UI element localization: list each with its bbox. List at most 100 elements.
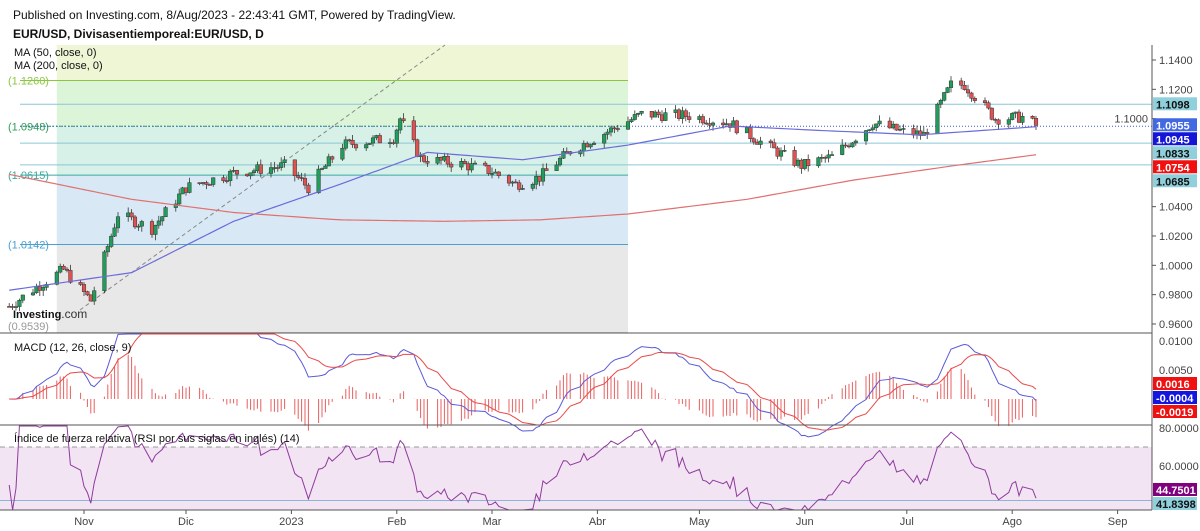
candle (816, 157, 821, 167)
candle (268, 167, 274, 174)
rsi-tick-label: 60.0000 (1159, 461, 1199, 473)
candle (272, 167, 277, 169)
candle (197, 182, 202, 184)
candle (462, 161, 467, 164)
rsi-badge: 44.7501 (1156, 485, 1196, 497)
candle (377, 135, 382, 144)
price-tick-label: 0.9600 (1159, 319, 1193, 331)
candle (935, 103, 940, 134)
candle (792, 150, 797, 166)
level-badge-bg (1153, 174, 1197, 188)
fib-zone-3 (56, 175, 629, 245)
candle (30, 292, 36, 296)
candle (772, 142, 777, 149)
time-tick-label: Abr (589, 516, 606, 528)
level-badge: 1.0833 (1156, 148, 1190, 160)
candle (557, 157, 563, 166)
candle (180, 187, 185, 195)
candle (231, 170, 236, 172)
candle (177, 193, 182, 205)
level-badge-bg (1153, 97, 1197, 111)
candle (806, 159, 811, 167)
candle (496, 171, 501, 176)
candle (279, 162, 284, 168)
candle (207, 184, 212, 186)
candle (58, 265, 63, 273)
macd-tick-label: 0.0050 (1159, 365, 1193, 377)
indicator-legend: MA (50, close, 0) (14, 47, 97, 59)
fib-level-label: (1.0615) (8, 170, 49, 182)
candle (282, 159, 287, 163)
macd-tick-label: 0.0100 (1159, 336, 1193, 348)
candle (544, 168, 549, 171)
candle (245, 173, 250, 177)
candle (398, 118, 403, 131)
candle (863, 130, 869, 142)
candle (653, 111, 658, 118)
ma-line-50 (9, 125, 1037, 291)
candle (561, 151, 566, 159)
candle (156, 220, 161, 226)
fib-level-label: (1.0948) (8, 121, 49, 133)
candle (751, 138, 756, 143)
candle (316, 168, 321, 194)
candle (248, 172, 253, 177)
fib-level-label: (1.0142) (8, 239, 49, 251)
candle (965, 89, 971, 94)
price-tick-label: 1.1400 (1159, 55, 1193, 67)
candle (1006, 119, 1011, 125)
candle (112, 227, 117, 237)
candle (853, 140, 858, 144)
candle (585, 143, 590, 148)
candle (319, 168, 325, 170)
candle (78, 282, 83, 285)
last-price-badge-bg (1153, 118, 1197, 132)
candle (700, 116, 705, 124)
candle (649, 110, 654, 118)
candle (350, 139, 355, 145)
candle (758, 140, 763, 145)
candle (37, 286, 42, 291)
candle (81, 284, 87, 292)
ma50-badge-bg (1153, 132, 1197, 146)
fib-level-label: (0.9539) (8, 321, 49, 333)
candle (901, 128, 906, 130)
candle (163, 207, 168, 217)
candle (663, 112, 668, 121)
candle (34, 286, 39, 294)
candle (874, 123, 879, 129)
candle (41, 287, 46, 291)
candle (109, 235, 114, 247)
rsi-tick-label: 80.0000 (1159, 423, 1199, 435)
candle (802, 159, 807, 169)
candle (710, 122, 716, 126)
candle (347, 139, 352, 142)
level-badge-bg (1153, 146, 1197, 160)
candle (938, 100, 943, 105)
candle (323, 165, 328, 169)
rsi-ma-badge-bg (1153, 497, 1197, 510)
candle (459, 161, 464, 168)
candle (887, 120, 892, 129)
candle (255, 164, 260, 171)
macd-hist-badge: 0.0016 (1156, 379, 1190, 391)
candle (986, 102, 991, 109)
candle (68, 270, 73, 283)
candle (370, 137, 376, 144)
candle (1030, 116, 1035, 119)
price-tick-label: 0.9800 (1159, 290, 1193, 302)
candle (969, 92, 974, 99)
candle (299, 177, 304, 179)
candle (530, 183, 535, 189)
candle (948, 80, 954, 88)
candle (126, 212, 131, 217)
candle (819, 157, 824, 159)
candle (258, 164, 263, 174)
time-tick-label: Jul (900, 516, 914, 528)
candle (993, 119, 998, 121)
candle (891, 123, 896, 129)
fib-level-label: (1.1260) (8, 76, 49, 88)
candle (748, 127, 753, 139)
candle (1016, 111, 1022, 123)
